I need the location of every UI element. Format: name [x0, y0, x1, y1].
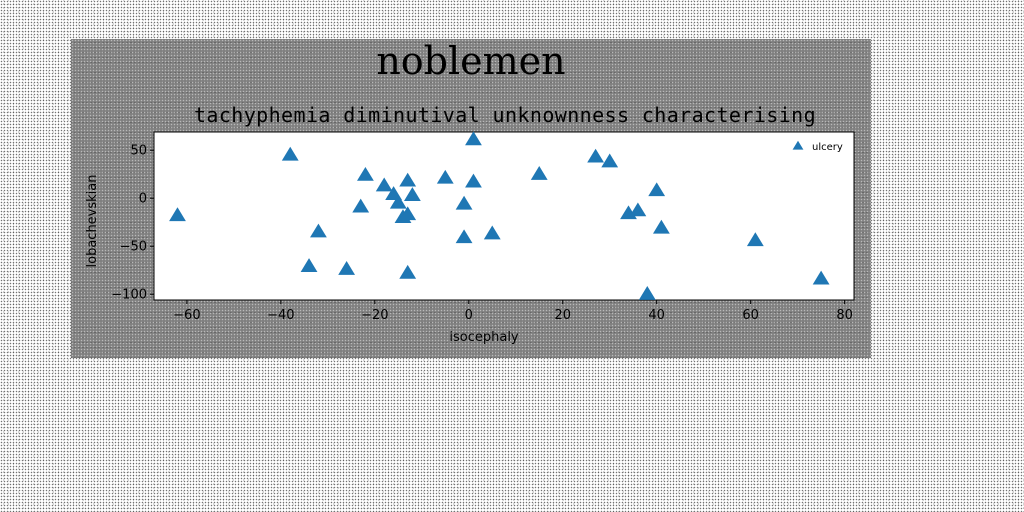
data-point — [812, 270, 830, 285]
data-point — [389, 194, 407, 209]
chart-figure: noblemen tachyphemia diminutival unknown… — [71, 39, 871, 358]
data-point — [629, 202, 647, 217]
data-point — [587, 148, 605, 163]
data-point — [281, 146, 299, 161]
data-point — [483, 225, 501, 240]
data-point — [399, 172, 417, 187]
data-point — [648, 182, 666, 197]
data-point — [403, 187, 421, 201]
data-point — [399, 206, 417, 221]
data-point — [465, 173, 482, 188]
data-point — [352, 198, 370, 213]
y-tick-label: 0 — [139, 192, 147, 207]
data-point — [530, 165, 548, 180]
y-tick-label: −50 — [120, 240, 147, 255]
data-point — [300, 258, 318, 272]
legend-label: ulcery — [812, 142, 843, 153]
plot-area — [153, 131, 855, 301]
data-point — [169, 207, 186, 222]
scatter-plot: −60 −40 −20 0 20 40 60 80 50 0 −50 −100 isocephaly lo… — [85, 131, 855, 345]
y-tick-label: 50 — [130, 144, 147, 159]
x-axis-label: isocephaly — [449, 330, 519, 345]
data-point — [746, 232, 764, 247]
x-tick-label: 80 — [836, 308, 853, 323]
y-tick-label: −100 — [111, 288, 147, 303]
x-tick-label: −60 — [173, 308, 200, 323]
data-point — [375, 177, 393, 192]
x-tick-label: −20 — [361, 308, 388, 323]
y-axis-label: lobachevskian — [85, 175, 100, 268]
x-tick-label: 40 — [648, 308, 665, 323]
data-point — [638, 285, 656, 300]
legend-marker — [792, 140, 804, 150]
data-point — [338, 261, 356, 275]
x-tick-label: 0 — [465, 308, 473, 323]
x-tick-label: 20 — [554, 308, 571, 323]
data-point — [399, 264, 417, 279]
data-point — [436, 169, 454, 184]
figure-title: noblemen — [376, 39, 566, 83]
data-point — [455, 195, 473, 210]
data-point — [310, 223, 327, 238]
data-point — [465, 131, 482, 146]
data-point — [455, 229, 473, 244]
data-point — [601, 153, 619, 168]
data-point — [357, 166, 374, 181]
x-tick-label: −40 — [267, 308, 294, 323]
x-tick-label: 60 — [742, 308, 759, 323]
data-point — [652, 219, 670, 234]
axes-title: tachyphemia diminutival unknownness char… — [193, 103, 817, 127]
